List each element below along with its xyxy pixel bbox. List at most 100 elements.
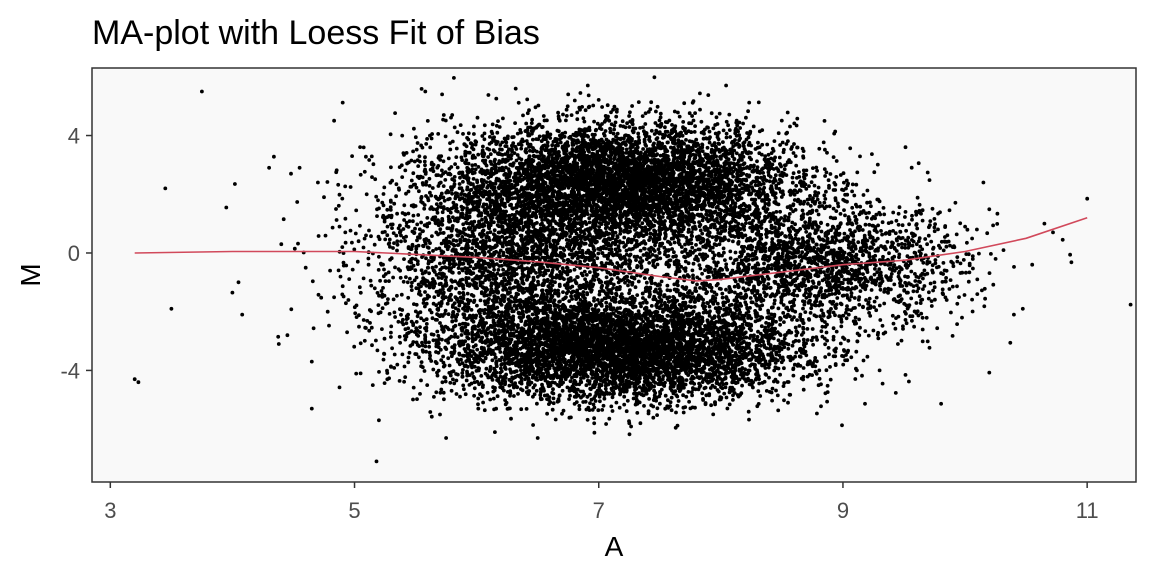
scatter-point — [612, 127, 616, 132]
scatter-point — [605, 116, 610, 121]
scatter-point — [490, 122, 495, 127]
scatter-point — [416, 164, 421, 169]
scatter-point — [548, 132, 553, 137]
scatter-point — [709, 150, 714, 155]
scatter-point — [516, 100, 521, 105]
scatter-point — [620, 146, 625, 151]
scatter-point — [622, 140, 626, 145]
scatter-point — [741, 144, 746, 149]
scatter-point — [591, 103, 596, 108]
scatter-point — [514, 190, 519, 194]
scatter-point — [660, 158, 665, 162]
scatter-point — [562, 134, 567, 139]
scatter-point — [666, 154, 670, 159]
scatter-point — [575, 117, 580, 122]
scatter-point — [538, 150, 543, 155]
scatter-point — [814, 165, 819, 170]
scatter-point — [737, 120, 742, 125]
scatter-point — [510, 149, 514, 154]
scatter-point — [443, 178, 448, 182]
scatter-point — [613, 120, 618, 125]
scatter-point — [429, 136, 434, 141]
scatter-point — [755, 145, 760, 150]
scatter-point — [861, 193, 866, 197]
scatter-point — [455, 209, 460, 214]
scatter-point — [613, 155, 617, 160]
scatter-point — [733, 138, 737, 142]
scatter-point — [427, 184, 432, 188]
scatter-point — [587, 220, 592, 225]
scatter-point — [737, 138, 741, 143]
scatter-point — [525, 97, 530, 102]
scatter-point — [653, 219, 658, 224]
scatter-point — [693, 171, 697, 176]
scatter-point — [479, 177, 484, 182]
scatter-point — [721, 128, 726, 133]
scatter-point — [655, 104, 660, 109]
scatter-point — [681, 120, 686, 124]
scatter-point — [627, 217, 631, 222]
scatter-point — [773, 155, 777, 160]
scatter-point — [577, 145, 582, 150]
scatter-point — [694, 153, 698, 158]
scatter-point — [530, 157, 534, 162]
scatter-point — [550, 143, 555, 148]
scatter-point — [903, 145, 908, 150]
scatter-point — [804, 187, 809, 191]
scatter-point — [795, 116, 800, 121]
scatter-point — [521, 113, 525, 118]
scatter-point — [585, 127, 590, 132]
scatter-point — [794, 163, 799, 168]
scatter-point — [392, 201, 397, 206]
scatter-point — [388, 132, 393, 137]
scatter-point — [716, 147, 721, 152]
scatter-point — [733, 201, 738, 206]
scatter-point — [511, 141, 516, 146]
scatter-point — [596, 251, 601, 256]
scatter-point — [591, 141, 596, 146]
scatter-point — [655, 152, 659, 157]
scatter-point — [586, 134, 590, 139]
scatter-point — [561, 205, 566, 210]
scatter-point — [466, 161, 471, 166]
scatter-point — [677, 114, 682, 119]
scatter-point — [828, 172, 833, 176]
scatter-point — [616, 163, 620, 168]
scatter-point — [822, 119, 827, 123]
scatter-point — [569, 167, 574, 171]
scatter-point — [686, 144, 691, 149]
scatter-point — [766, 152, 771, 157]
scatter-point — [337, 224, 342, 229]
scatter-point — [476, 195, 481, 199]
scatter-point — [737, 133, 742, 138]
scatter-point — [790, 175, 795, 180]
scatter-point — [846, 181, 850, 186]
scatter-point — [729, 166, 734, 171]
scatter-point — [619, 206, 624, 211]
scatter-point — [732, 157, 737, 161]
scatter-point — [423, 155, 427, 160]
scatter-point — [827, 186, 831, 190]
scatter-point — [760, 128, 765, 133]
scatter-point — [560, 144, 565, 149]
scatter-point — [570, 141, 575, 146]
scatter-point — [653, 161, 657, 165]
scatter-point — [582, 132, 587, 137]
scatter-point — [763, 157, 767, 162]
scatter-point — [517, 161, 522, 166]
scatter-point — [643, 111, 648, 116]
scatter-point — [497, 125, 502, 129]
scatter-point — [717, 130, 721, 135]
scatter-point — [628, 110, 632, 115]
scatter-point — [711, 256, 716, 261]
scatter-point — [717, 142, 722, 146]
scatter-point — [593, 132, 597, 137]
scatter-point — [442, 198, 447, 203]
scatter-point — [753, 183, 758, 188]
scatter-point — [382, 185, 387, 190]
scatter-point — [692, 220, 697, 225]
scatter-point — [476, 165, 481, 169]
scatter-point — [631, 177, 636, 182]
scatter-point — [769, 156, 773, 161]
scatter-point — [418, 159, 422, 164]
